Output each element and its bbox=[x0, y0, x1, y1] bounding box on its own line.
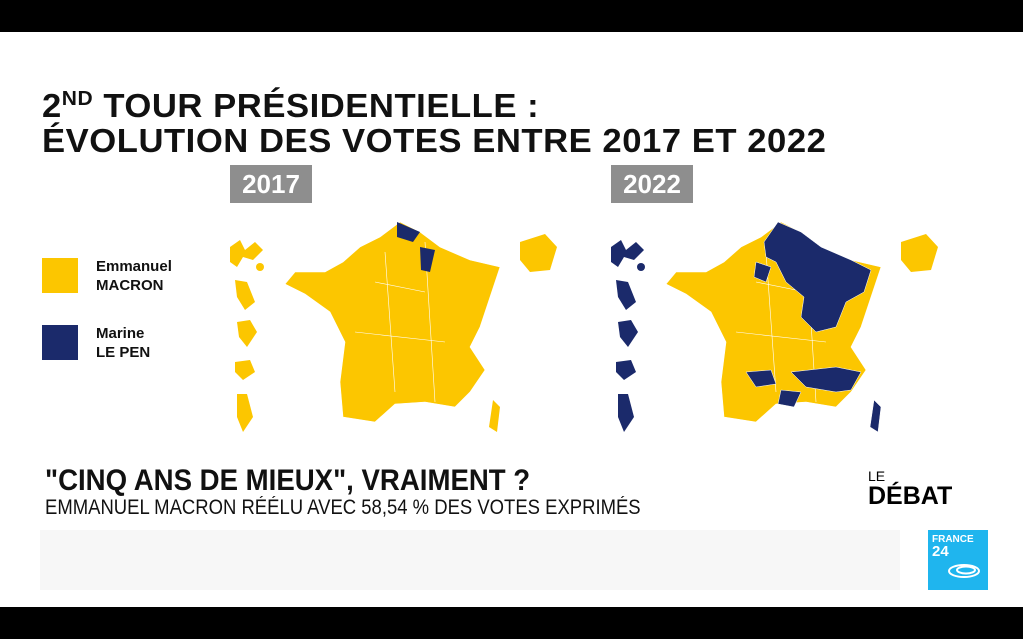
island-2017 bbox=[520, 234, 557, 272]
lepen-departments-2017 bbox=[397, 222, 435, 272]
page-title: 2ND TOUR PRÉSIDENTIELLE : ÉVOLUTION DES … bbox=[42, 82, 826, 158]
corsica-2017 bbox=[489, 400, 500, 432]
year-label-2017: 2017 bbox=[230, 165, 312, 203]
map-2022 bbox=[611, 222, 938, 433]
title-prefix: 2 bbox=[42, 87, 62, 124]
map-2017 bbox=[230, 222, 557, 432]
island-2022 bbox=[901, 234, 938, 272]
subheadline: EMMANUEL MACRON RÉÉLU AVEC 58,54 % DES V… bbox=[45, 496, 641, 519]
show-logo: LE DÉBAT bbox=[868, 468, 953, 510]
overseas-2022 bbox=[611, 240, 645, 432]
metropolitan-france-2017 bbox=[284, 222, 501, 423]
title-sup: ND bbox=[61, 88, 94, 110]
ticker-band bbox=[40, 530, 900, 590]
france24-logo: FRANCE 24 bbox=[928, 530, 988, 590]
france24-swirl-icon bbox=[948, 564, 980, 578]
headline: "CINQ ANS DE MIEUX", VRAIMENT ? bbox=[45, 464, 531, 497]
title-line1: TOUR PRÉSIDENTIELLE : bbox=[93, 87, 540, 124]
year-label-2022: 2022 bbox=[611, 165, 693, 203]
overseas-2017 bbox=[230, 240, 264, 432]
title-line2: ÉVOLUTION DES VOTES ENTRE 2017 ET 2022 bbox=[42, 122, 827, 159]
legend-swatch-macron bbox=[42, 258, 78, 293]
legend-swatch-lepen bbox=[42, 325, 78, 360]
legend-label-lepen: Marine LE PEN bbox=[96, 325, 151, 361]
legend-label-macron: Emmanuel MACRON bbox=[96, 258, 172, 294]
video-frame: 2ND TOUR PRÉSIDENTIELLE : ÉVOLUTION DES … bbox=[0, 32, 1023, 607]
lepen-departments-2022 bbox=[745, 222, 882, 433]
